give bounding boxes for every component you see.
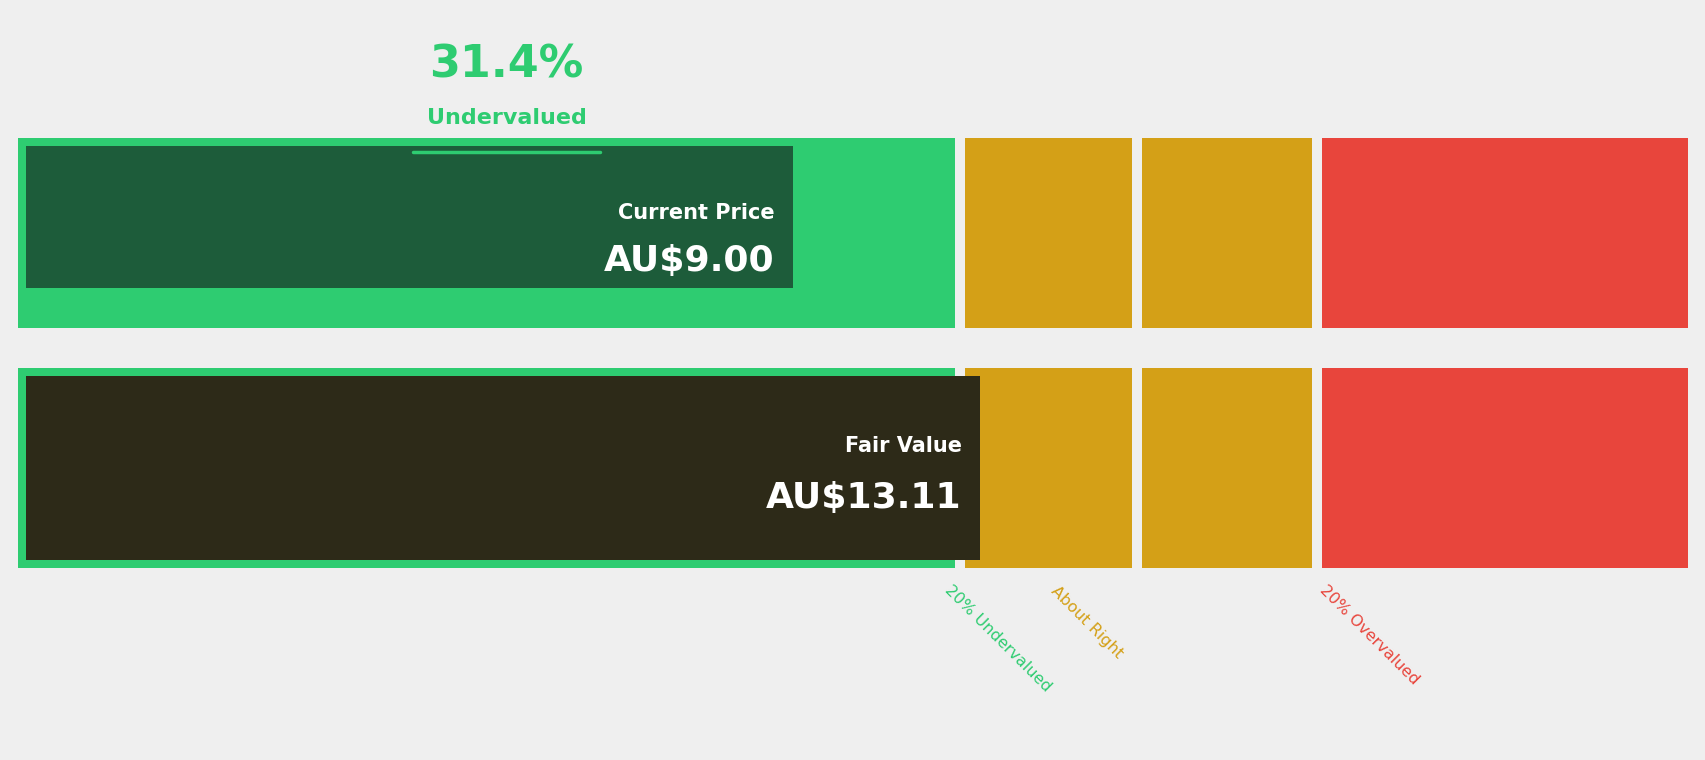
Bar: [1141, 288, 1311, 328]
Text: 20% Undervalued: 20% Undervalued: [941, 583, 1054, 695]
Text: AU$13.11: AU$13.11: [766, 481, 962, 515]
Text: 31.4%: 31.4%: [430, 43, 583, 86]
Bar: [1141, 138, 1311, 328]
Bar: [1321, 288, 1686, 328]
Text: Undervalued: Undervalued: [426, 108, 587, 128]
Bar: [965, 368, 1130, 568]
Text: AU$9.00: AU$9.00: [604, 244, 774, 278]
Bar: [19, 288, 955, 328]
Text: Current Price: Current Price: [617, 203, 774, 223]
Bar: [26, 146, 793, 320]
Text: About Right: About Right: [1047, 583, 1125, 660]
Bar: [965, 288, 1130, 328]
Bar: [1321, 368, 1686, 568]
Text: Fair Value: Fair Value: [844, 436, 962, 456]
Bar: [1141, 368, 1311, 568]
Bar: [965, 138, 1130, 328]
Bar: [1321, 138, 1686, 328]
Bar: [19, 368, 955, 568]
Bar: [26, 376, 979, 560]
Bar: [19, 138, 955, 328]
Text: 20% Overvalued: 20% Overvalued: [1316, 583, 1420, 688]
